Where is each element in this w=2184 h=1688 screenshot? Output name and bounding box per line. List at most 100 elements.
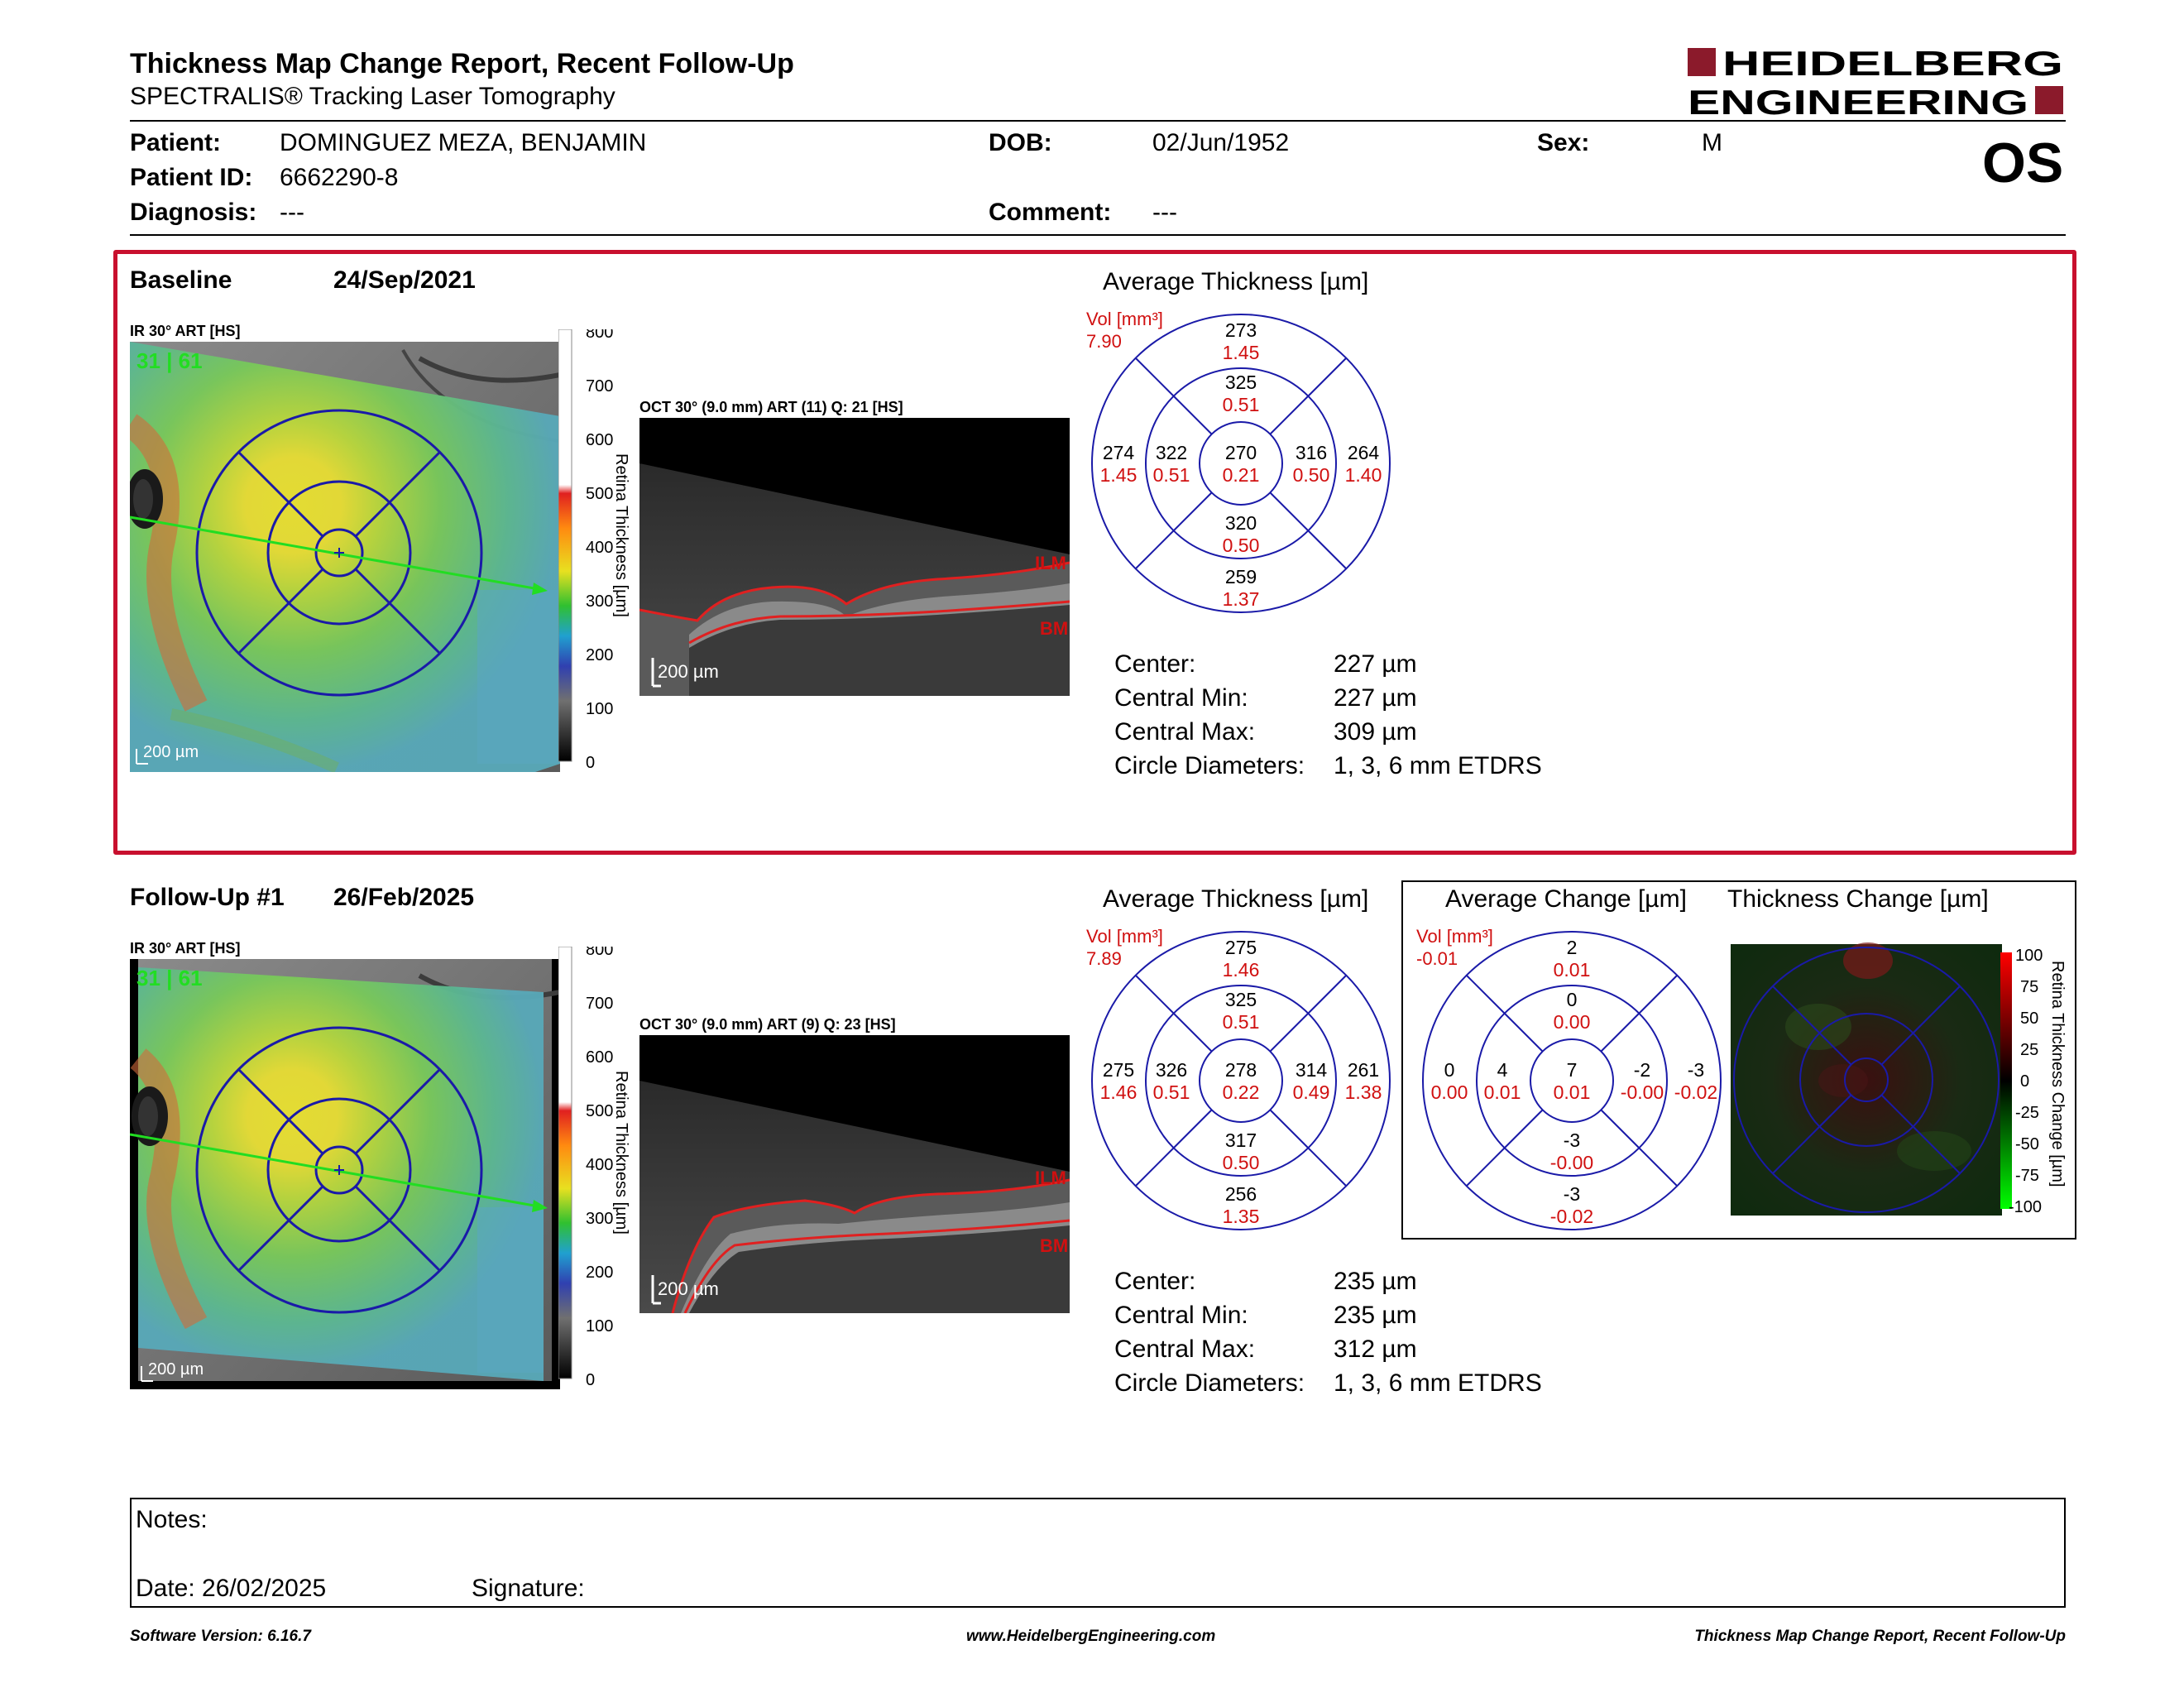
- change-etdrs-chart: Average Change [µm] Vol [mm³] -0.01 2 0.…: [1406, 878, 1737, 1234]
- svg-text:0: 0: [1567, 989, 1578, 1010]
- svg-text:314: 314: [1296, 1059, 1328, 1081]
- svg-text:-3: -3: [1564, 1129, 1580, 1151]
- svg-text:1.40: 1.40: [1345, 464, 1382, 486]
- baseline-oct-bscan: ILM BM 200 µm: [639, 418, 1070, 696]
- svg-text:1.38: 1.38: [1345, 1081, 1382, 1103]
- notes-date: Date: 26/02/2025: [136, 1575, 327, 1602]
- svg-text:273: 273: [1225, 319, 1257, 341]
- baseline-stat-min-label: Central Min:: [1114, 684, 1248, 712]
- footer-report-name: Thickness Map Change Report, Recent Foll…: [1694, 1628, 2066, 1645]
- heidelberg-logo: HEIDELBERG ENGINEERING: [1688, 44, 2068, 122]
- svg-text:-3: -3: [1564, 1183, 1580, 1205]
- followup-stat-min-value: 235 µm: [1334, 1302, 1417, 1329]
- thickness-change-map: Thickness Change [µm] 100 75 50 25 0 -25: [1727, 878, 2075, 1234]
- followup-oct-label: OCT 30° (9.0 mm) ART (9) Q: 23 [HS]: [639, 1016, 896, 1033]
- svg-text:700: 700: [586, 995, 613, 1013]
- baseline-bm-line: [688, 600, 1070, 645]
- followup-ir-label: IR 30° ART [HS]: [130, 940, 241, 957]
- svg-text:500: 500: [586, 485, 613, 503]
- notes-box[interactable]: [130, 1498, 2066, 1608]
- svg-text:-0.02: -0.02: [1674, 1081, 1717, 1103]
- svg-text:275: 275: [1225, 937, 1257, 958]
- svg-text:1.35: 1.35: [1223, 1206, 1260, 1227]
- svg-text:0.01: 0.01: [1484, 1081, 1521, 1103]
- svg-text:316: 316: [1296, 442, 1327, 463]
- svg-text:-2: -2: [1634, 1059, 1650, 1081]
- report-subtitle: SPECTRALIS® Tracking Laser Tomography: [130, 83, 615, 110]
- baseline-vol-total: 7.90: [1086, 331, 1122, 352]
- svg-text:0.50: 0.50: [1293, 464, 1330, 486]
- svg-text:-100: -100: [2009, 1198, 2042, 1216]
- svg-text:25: 25: [2020, 1041, 2038, 1059]
- baseline-oct-scale: 200 µm: [658, 661, 719, 682]
- svg-text:0.51: 0.51: [1153, 1081, 1190, 1103]
- baseline-colorbar-title: Retina Thickness [µm]: [612, 453, 630, 617]
- svg-text:75: 75: [2020, 978, 2038, 996]
- change-panel: [1401, 880, 2076, 1240]
- diagnosis-value: ---: [280, 199, 304, 226]
- svg-text:278: 278: [1225, 1059, 1257, 1081]
- followup-stat-max-label: Central Max:: [1114, 1336, 1256, 1363]
- svg-text:-3: -3: [1688, 1059, 1704, 1081]
- baseline-stat-max-value: 309 µm: [1334, 718, 1417, 746]
- svg-text:600: 600: [586, 431, 613, 449]
- comment-label: Comment:: [989, 199, 1112, 226]
- baseline-ilm-line: [639, 561, 1070, 622]
- sex-value: M: [1702, 129, 1722, 156]
- baseline-ir-scale: 200 µm: [143, 743, 199, 761]
- svg-text:0.00: 0.00: [1431, 1081, 1468, 1103]
- footer-website-link[interactable]: www.HeidelbergEngineering.com: [966, 1628, 1216, 1645]
- dob-label: DOB:: [989, 129, 1052, 156]
- svg-text:200: 200: [586, 646, 613, 664]
- followup-vol-total: 7.89: [1086, 948, 1122, 969]
- svg-text:0.01: 0.01: [1554, 959, 1591, 981]
- svg-text:275: 275: [1103, 1059, 1134, 1081]
- followup-date: 26/Feb/2025: [333, 884, 475, 911]
- svg-text:0.21: 0.21: [1223, 464, 1260, 486]
- svg-text:100: 100: [586, 700, 613, 718]
- baseline-vol-label: Vol [mm³]: [1086, 309, 1163, 329]
- thickness-change-title: Thickness Change [µm]: [1727, 885, 1989, 913]
- followup-ilm-line: [671, 1178, 1070, 1314]
- followup-vol-label: Vol [mm³]: [1086, 926, 1163, 947]
- svg-text:800: 800: [586, 329, 613, 342]
- svg-text:-75: -75: [2015, 1167, 2039, 1185]
- svg-text:700: 700: [586, 377, 613, 396]
- svg-text:7: 7: [1567, 1059, 1578, 1081]
- baseline-stat-center-value: 227 µm: [1334, 650, 1417, 678]
- diagnosis-label: Diagnosis:: [130, 199, 257, 226]
- svg-text:0: 0: [586, 1371, 595, 1385]
- svg-text:200: 200: [586, 1264, 613, 1282]
- svg-text:322: 322: [1156, 442, 1187, 463]
- baseline-panel: [113, 250, 2076, 855]
- svg-text:-0.00: -0.00: [1550, 1152, 1593, 1173]
- svg-text:0.00: 0.00: [1554, 1011, 1591, 1033]
- followup-stat-center-label: Center:: [1114, 1268, 1196, 1295]
- svg-text:264: 264: [1348, 442, 1380, 463]
- followup-oct-bscan: ILM BM 200 µm: [639, 1035, 1070, 1314]
- followup-avg-title: Average Thickness [µm]: [1103, 885, 1368, 913]
- svg-text:256: 256: [1225, 1183, 1257, 1205]
- svg-text:300: 300: [586, 592, 613, 611]
- svg-text:0: 0: [586, 754, 595, 768]
- baseline-fundus-image: 31 | 61 200 µm: [122, 342, 561, 774]
- change-title: Average Change [µm]: [1445, 885, 1687, 913]
- svg-text:2: 2: [1567, 937, 1578, 958]
- svg-text:-25: -25: [2015, 1104, 2039, 1122]
- svg-text:300: 300: [586, 1210, 613, 1228]
- svg-text:-50: -50: [2015, 1135, 2039, 1153]
- svg-text:317: 317: [1225, 1129, 1257, 1151]
- svg-text:259: 259: [1225, 566, 1257, 587]
- svg-text:326: 326: [1156, 1059, 1187, 1081]
- svg-text:1.37: 1.37: [1223, 588, 1260, 610]
- baseline-etdrs-chart: Average Thickness [µm] Vol [mm³] 7.90 27…: [1084, 261, 1431, 616]
- notes-label: Notes:: [136, 1506, 208, 1533]
- followup-ilm-label: ILM: [1035, 1168, 1066, 1188]
- svg-text:500: 500: [586, 1102, 613, 1120]
- svg-text:100: 100: [586, 1317, 613, 1336]
- patient-name: DOMINGUEZ MEZA, BENJAMIN: [280, 129, 647, 156]
- followup-stat-min-label: Central Min:: [1114, 1302, 1248, 1329]
- baseline-stat-diam-label: Circle Diameters:: [1114, 752, 1305, 779]
- svg-text:-0.02: -0.02: [1550, 1206, 1593, 1227]
- svg-text:0.51: 0.51: [1153, 464, 1190, 486]
